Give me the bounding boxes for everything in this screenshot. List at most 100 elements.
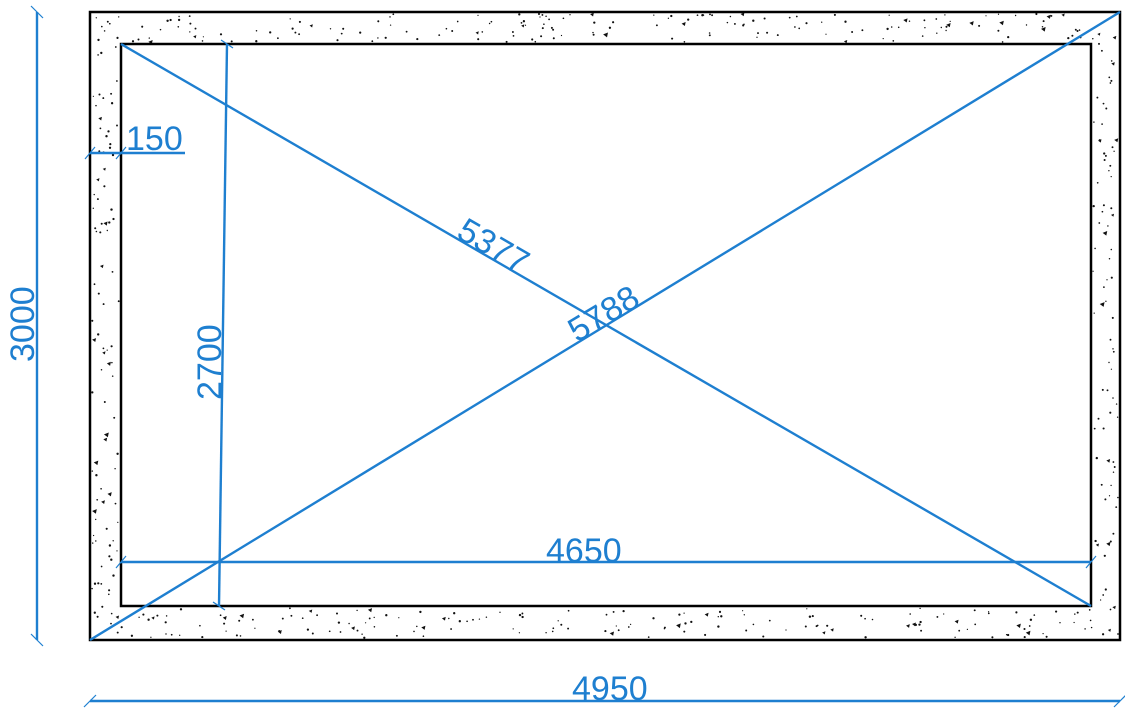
hatch-dot [997, 13, 1000, 15]
hatch-dot [100, 222, 103, 225]
hatch-dot [766, 31, 769, 34]
hatch-dot [93, 193, 95, 196]
hatch-aggregate [1046, 14, 1051, 19]
hatch-dot [95, 540, 97, 542]
hatch-dot [1041, 26, 1044, 28]
inner-width-tick-right [1085, 555, 1097, 569]
hatch-dot [543, 23, 545, 25]
hatch-dot [111, 270, 114, 273]
hatch-dot [798, 27, 801, 30]
hatch-dot [117, 521, 119, 524]
hatch-dot [91, 391, 94, 394]
outer-diagonal-label: 5788 [562, 278, 646, 350]
hatch-dot [188, 15, 191, 17]
hatch-dot [670, 14, 673, 18]
hatch-dot [545, 15, 547, 17]
hatch-dot [116, 36, 119, 39]
inner-height-label: 2700 [191, 324, 229, 400]
hatch-dot [647, 636, 650, 638]
hatch-dot [395, 634, 398, 637]
hatch-dot [277, 37, 279, 40]
hatch-dot [392, 13, 395, 16]
hatch-dot [1084, 628, 1086, 630]
hatch-dot [239, 635, 242, 637]
hatch-aggregate [367, 608, 373, 613]
hatch-dot [974, 623, 977, 626]
hatch-dot [886, 27, 889, 31]
hatch-dot [108, 589, 111, 592]
hatch-dot [448, 617, 450, 620]
hatch-dot [335, 612, 339, 615]
hatch-dot [1115, 403, 1118, 405]
hatch-dot [608, 26, 612, 29]
hatch-aggregate [1112, 35, 1117, 40]
hatch-dot [348, 622, 350, 625]
hatch-dot [1093, 121, 1095, 123]
hatch-dot [524, 24, 527, 26]
hatch-dot [806, 608, 808, 610]
hatch-aggregate [1041, 27, 1046, 32]
hatch-dot [1014, 14, 1017, 17]
overall-width-tick-left [83, 694, 97, 708]
hatch-aggregate [704, 612, 709, 617]
hatch-aggregate [590, 12, 594, 17]
hatch-dot [1101, 210, 1104, 213]
hatch-dot [683, 612, 685, 614]
hatch-dot [720, 615, 723, 618]
hatch-dot [458, 620, 461, 623]
hatch-dot [678, 613, 681, 616]
hatch-dot [98, 93, 101, 96]
hatch-dot [560, 34, 563, 37]
hatch-dot [336, 39, 339, 42]
hatch-dot [909, 613, 912, 615]
hatch-dot [199, 624, 201, 627]
hatch-dot [298, 33, 301, 36]
hatch-dot [416, 625, 418, 628]
hatch-dot [251, 618, 254, 621]
hatch-aggregate [1099, 302, 1105, 307]
hatch-dot [108, 544, 112, 547]
hatch-dot [422, 635, 425, 637]
hatch-dot [385, 614, 388, 617]
hatch-dot [1089, 619, 1092, 622]
hatch-aggregate [1102, 230, 1108, 236]
hatch-dot [130, 634, 134, 637]
hatch-dot [110, 622, 112, 625]
hatch-dot [451, 30, 454, 32]
hatch-dot [116, 452, 119, 455]
hatch-aggregate [1025, 630, 1031, 636]
overall-height-tick-top [30, 5, 44, 19]
hatch-dot [255, 40, 258, 43]
hatch-dot [490, 20, 493, 23]
hatch-dot [1106, 389, 1109, 392]
hatch-dot [833, 13, 836, 16]
hatch-dot [551, 630, 554, 633]
hatch-dot [138, 616, 140, 618]
hatch-dot [617, 629, 620, 632]
hatch-dot [106, 349, 108, 351]
hatch-dot [923, 19, 926, 22]
hatch-dot [949, 20, 951, 23]
hatch-dot [711, 14, 714, 17]
hatch-dot [1102, 102, 1105, 105]
hatch-dot [1108, 495, 1111, 497]
hatch-dot [1090, 626, 1093, 629]
concrete-hatch [91, 12, 1119, 639]
hatch-dot [1105, 107, 1108, 110]
wall-thickness-tick-left [84, 146, 96, 160]
inner-diagonal-label: 5377 [451, 211, 536, 282]
hatch-aggregate [115, 615, 120, 619]
hatch-dot [114, 46, 117, 48]
hatch-dot [864, 636, 867, 639]
hatch-dot [1102, 204, 1105, 207]
hatch-dot [890, 26, 893, 28]
hatch-dot [1117, 633, 1119, 635]
hatch-dot [511, 31, 514, 33]
hatch-dot [683, 41, 686, 43]
hatch-dot [1101, 388, 1104, 391]
hatch-dot [1110, 276, 1113, 279]
hatch-dot [148, 37, 150, 39]
hatch-dot [987, 612, 990, 615]
hatch-dot [1109, 82, 1112, 84]
hatch-dot [1093, 312, 1095, 314]
